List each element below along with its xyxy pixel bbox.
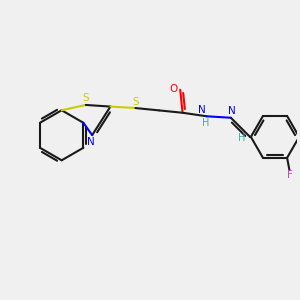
Text: N: N — [229, 106, 236, 116]
Text: N: N — [197, 105, 205, 115]
Text: N: N — [87, 137, 94, 148]
Text: H: H — [238, 134, 245, 143]
Text: O: O — [169, 84, 177, 94]
Text: S: S — [133, 97, 140, 106]
Text: F: F — [287, 170, 293, 181]
Text: S: S — [83, 94, 89, 103]
Text: H: H — [202, 118, 210, 128]
